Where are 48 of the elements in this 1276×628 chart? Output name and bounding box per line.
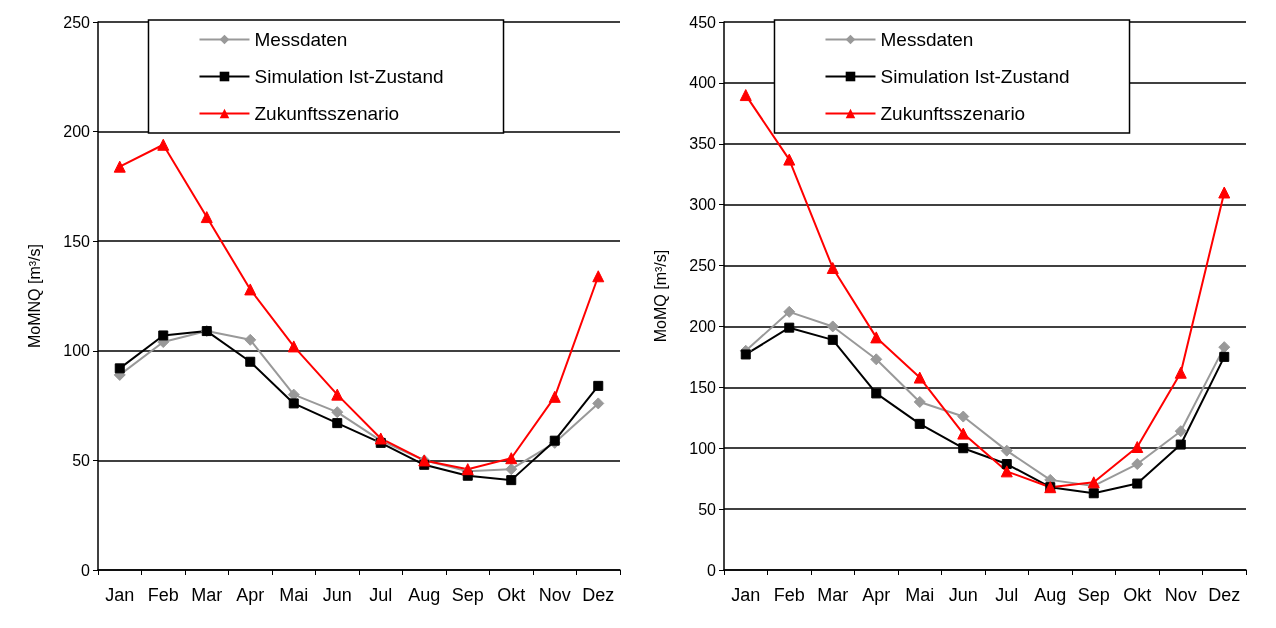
y-tick-label: 50 bbox=[72, 451, 91, 469]
y-tick-label: 300 bbox=[689, 196, 717, 214]
y-tick-label: 200 bbox=[63, 123, 91, 141]
x-tick-label: Aug bbox=[1034, 585, 1067, 605]
y-tick-label: 250 bbox=[63, 13, 91, 31]
legend-label: Zukunftsszenario bbox=[880, 103, 1026, 124]
x-tick-label: Nov bbox=[538, 585, 571, 605]
x-tick-label: Sep bbox=[451, 585, 484, 605]
legend-label: Simulation Ist-Zustand bbox=[254, 66, 444, 87]
legend-label: Messdaten bbox=[254, 29, 348, 50]
legend-label: Simulation Ist-Zustand bbox=[880, 66, 1070, 87]
x-tick-label: Jun bbox=[322, 585, 352, 605]
legend-label: Zukunftsszenario bbox=[254, 103, 400, 124]
y-tick-label: 100 bbox=[689, 439, 717, 457]
y-tick-label: 350 bbox=[689, 135, 717, 153]
y-axis-title: MoMQ [m³/s] bbox=[651, 249, 669, 343]
y-tick-label: 50 bbox=[698, 500, 717, 518]
x-tick-label: Jul bbox=[369, 585, 393, 605]
x-tick-label: Dez bbox=[1208, 585, 1241, 605]
x-tick-label: Jan bbox=[105, 585, 135, 605]
x-tick-label: Jan bbox=[731, 585, 761, 605]
y-tick-label: 100 bbox=[63, 342, 91, 360]
y-tick-label: 250 bbox=[689, 257, 717, 275]
legend-label: Messdaten bbox=[880, 29, 974, 50]
y-axis-title: MoMNQ [m³/s] bbox=[25, 244, 43, 348]
x-tick-label: Jul bbox=[995, 585, 1019, 605]
x-tick-label: Okt bbox=[497, 585, 526, 605]
x-tick-label: Apr bbox=[236, 585, 265, 605]
y-tick-label: 0 bbox=[707, 561, 717, 579]
x-tick-label: Apr bbox=[862, 585, 891, 605]
x-tick-label: Sep bbox=[1077, 585, 1110, 605]
x-tick-label: Mar bbox=[191, 585, 223, 605]
y-tick-label: 0 bbox=[81, 561, 91, 579]
x-tick-label: Nov bbox=[1164, 585, 1197, 605]
x-tick-label: Mar bbox=[817, 585, 849, 605]
x-tick-label: Dez bbox=[582, 585, 615, 605]
x-tick-label: Jun bbox=[948, 585, 978, 605]
y-tick-label: 150 bbox=[689, 378, 717, 396]
y-tick-label: 200 bbox=[689, 317, 717, 335]
x-tick-label: Mai bbox=[279, 585, 309, 605]
y-tick-label: 450 bbox=[689, 13, 717, 31]
x-tick-label: Aug bbox=[408, 585, 441, 605]
x-tick-label: Feb bbox=[773, 585, 805, 605]
y-tick-label: 150 bbox=[63, 232, 91, 250]
x-tick-label: Feb bbox=[147, 585, 179, 605]
x-tick-label: Mai bbox=[905, 585, 935, 605]
y-tick-label: 400 bbox=[689, 74, 717, 92]
x-tick-label: Okt bbox=[1123, 585, 1152, 605]
